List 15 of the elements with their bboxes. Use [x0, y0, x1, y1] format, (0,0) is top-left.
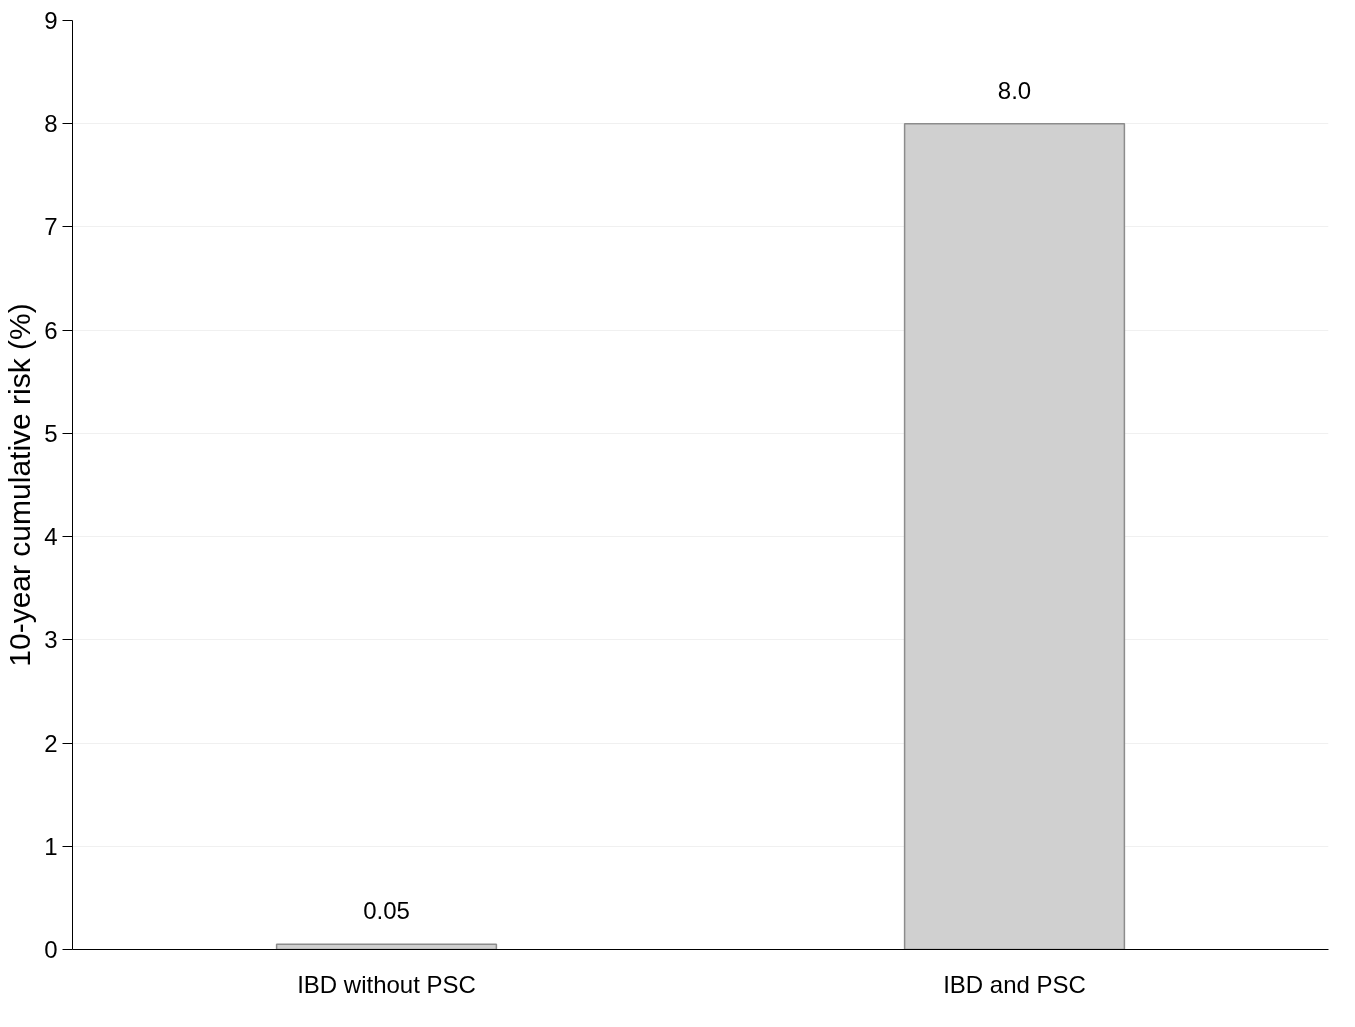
y-tick-label: 1 [44, 832, 58, 860]
y-tick-label: 0 [44, 936, 58, 963]
x-tick-label: IBD without PSC [297, 970, 476, 998]
data-label: 8.0 [997, 76, 1032, 104]
y-tick-label: 2 [44, 729, 58, 757]
y-tick-label: 9 [44, 7, 58, 34]
x-tick-label: IBD and PSC [943, 970, 1086, 998]
y-tick-label: 5 [44, 419, 58, 447]
data-label: 0.05 [363, 897, 410, 925]
y-tick-label: 3 [44, 626, 58, 654]
y-tick-label: 4 [44, 523, 58, 551]
y-tick-label: 7 [44, 213, 58, 241]
y-axis-title: 10-year cumulative risk (%) [3, 303, 37, 667]
y-tick-label: 8 [44, 110, 58, 138]
y-tick-label: 6 [44, 316, 58, 344]
